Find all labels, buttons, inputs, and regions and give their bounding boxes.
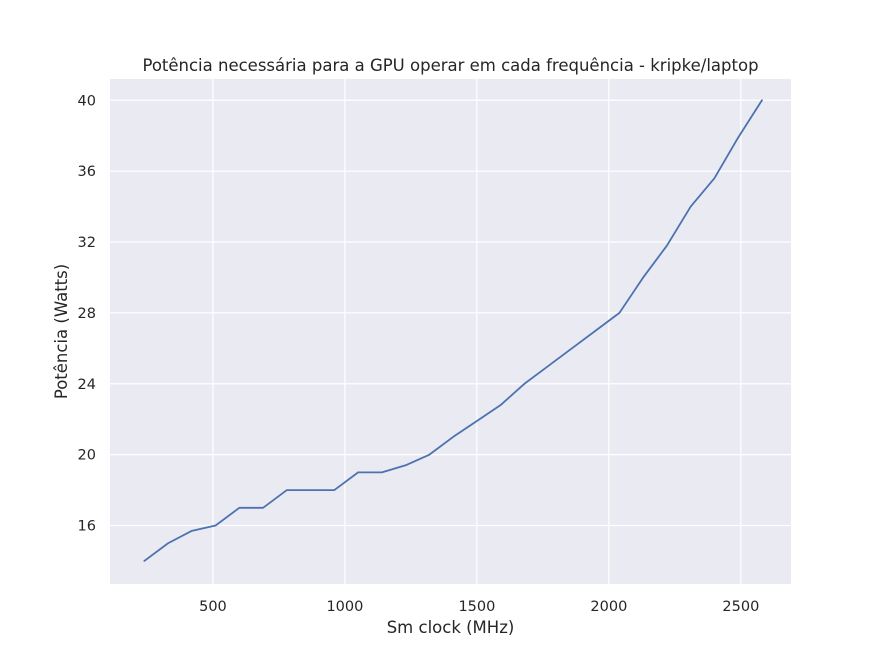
x-axis-ticks: 500 1000 1500 2000 2500 [199, 599, 759, 615]
grid [110, 79, 791, 584]
y-tick-label: 40 [78, 93, 96, 109]
x-tick-label: 2000 [590, 599, 627, 615]
x-tick-label: 1500 [458, 599, 495, 615]
y-tick-label: 36 [78, 164, 96, 180]
y-tick-label: 24 [78, 377, 96, 393]
y-tick-label: 28 [78, 306, 96, 322]
y-tick-label: 16 [78, 519, 96, 535]
y-axis-label: Potência (Watts) [52, 264, 71, 399]
series-layer [143, 99, 763, 562]
x-axis-label: Sm clock (MHz) [387, 618, 515, 637]
x-tick-label: 1000 [326, 599, 363, 615]
y-tick-label: 20 [78, 448, 96, 464]
plot-background [110, 79, 791, 584]
chart-title: Potência necessária para a GPU operar em… [142, 56, 758, 75]
series-line [143, 99, 763, 562]
x-tick-label: 500 [199, 599, 227, 615]
y-tick-label: 32 [78, 235, 96, 251]
x-tick-label: 2500 [722, 599, 759, 615]
y-axis-ticks: 16 20 24 28 32 36 40 [78, 93, 96, 534]
